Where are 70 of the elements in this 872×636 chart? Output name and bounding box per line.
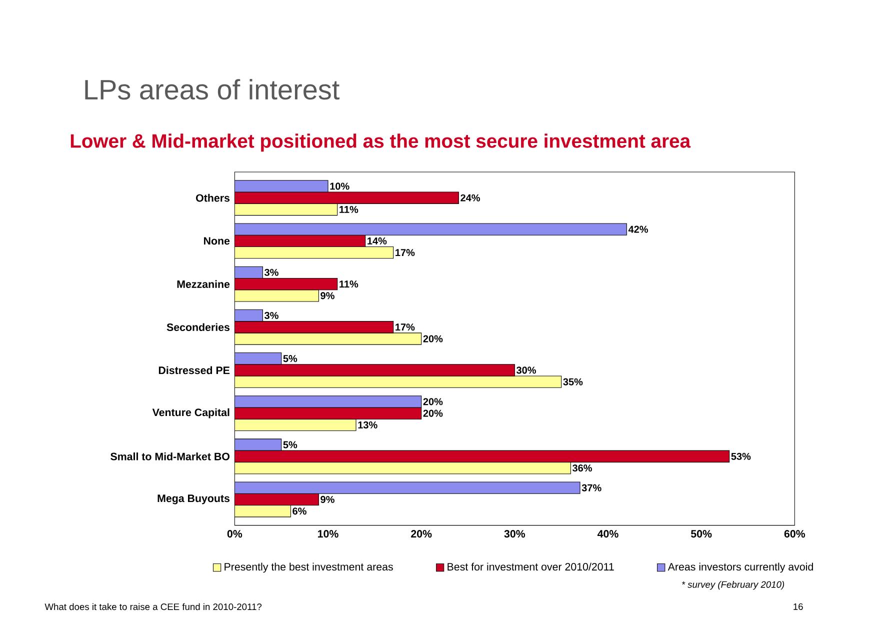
x-tick-label: 10% (318, 530, 338, 538)
text: What does it take to raise a CEE fund in 2010-2011? (44, 603, 262, 610)
y-tick-label: Mezzanine (177, 280, 230, 288)
data-label: 17% (396, 324, 415, 331)
y-tick-label: Distressed PE (158, 366, 230, 374)
bar (234, 418, 356, 432)
bar (234, 482, 580, 494)
data-label: 42% (628, 226, 648, 233)
legend-label: Presently the best investment areas (224, 562, 393, 573)
bar (234, 290, 319, 302)
data-label: 14% (368, 237, 387, 244)
bar (234, 234, 366, 248)
x-tick-label: 60% (784, 530, 806, 538)
bar (234, 407, 422, 420)
data-label: 24% (460, 194, 480, 202)
chart-title: LPs areas of interest (85, 79, 340, 100)
data-label: 35% (563, 378, 583, 386)
bar (234, 223, 627, 236)
data-label: 20% (423, 398, 443, 406)
bar (234, 352, 282, 365)
text: 16 (794, 603, 803, 610)
x-tick-label: 20% (411, 530, 432, 538)
x-tick-label: 40% (597, 530, 618, 538)
y-tick-label: Others (196, 194, 230, 202)
data-label: 13% (358, 421, 378, 428)
x-tick-label: 0% (227, 530, 242, 538)
data-label: 3% (264, 268, 278, 276)
bar (234, 180, 328, 192)
bar (234, 376, 562, 388)
data-label: 37% (582, 484, 602, 492)
data-label: 11% (340, 206, 358, 214)
data-label: 11% (340, 280, 358, 288)
y-tick-label: Small to Mid-Market BO (110, 452, 230, 460)
bar (234, 266, 263, 278)
y-tick-label: None (204, 237, 230, 245)
bar (234, 332, 422, 345)
legend-label: Areas investors currently avoid (668, 562, 813, 573)
bar (234, 192, 459, 204)
bar (234, 321, 394, 334)
y-tick-label: Venture Capital (152, 408, 230, 418)
data-label: 9% (320, 496, 334, 504)
data-label: 10% (330, 182, 350, 190)
bar (234, 364, 515, 376)
data-label: 3% (264, 312, 278, 320)
data-label: 5% (283, 355, 298, 362)
bar (234, 203, 338, 216)
data-label: 53% (731, 452, 751, 460)
bar (234, 309, 263, 322)
bar (234, 462, 571, 474)
bar (234, 246, 394, 259)
chart-subtitle: Lower & Mid-market positioned as the most secure investment area (70, 134, 691, 152)
data-label: 20% (423, 410, 443, 417)
data-label: 30% (516, 366, 536, 374)
y-tick-label: Mega Buyouts (158, 494, 230, 504)
data-label: 9% (320, 292, 334, 300)
text: * survey (February 2010) (682, 580, 784, 590)
bar (234, 450, 730, 462)
legend-label: Best for investment over 2010/2011 (448, 562, 614, 571)
bar (234, 278, 338, 290)
bar (234, 505, 291, 518)
x-tick-label: 30% (504, 530, 526, 538)
data-label: 6% (292, 508, 306, 515)
data-label: 17% (396, 249, 415, 256)
bar (234, 493, 319, 506)
y-tick-label: Seconderies (166, 323, 230, 332)
x-tick-label: 50% (690, 530, 712, 538)
data-label: 20% (423, 335, 443, 342)
data-label: 36% (572, 464, 592, 472)
bar (234, 396, 422, 408)
data-label: 5% (283, 441, 298, 448)
